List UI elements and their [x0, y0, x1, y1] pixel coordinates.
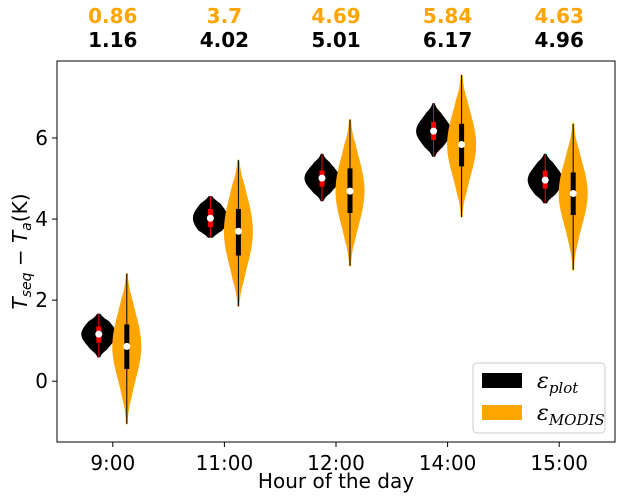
legend-label-plot: εplot [537, 369, 579, 397]
violin-median [569, 190, 577, 198]
violin-median [458, 140, 466, 148]
top-label-modis: 4.69 [311, 4, 360, 28]
violin-median [123, 342, 131, 350]
top-labels: 0.861.16 3.74.02 4.695.01 5.846.17 4.634.96 [88, 4, 584, 52]
violin-median [206, 214, 214, 222]
y-tick-label: 0 [35, 369, 48, 393]
top-label-modis: 4.63 [535, 4, 584, 28]
x-tick-label: 15:00 [530, 451, 588, 475]
y-tick-label: 6 [35, 126, 48, 150]
violin-median [95, 330, 103, 338]
y-label-sub-seq: seq [19, 272, 35, 297]
x-tick-label: 14:00 [419, 451, 477, 475]
top-label-modis: 3.7 [207, 4, 242, 28]
violin-median [234, 227, 242, 235]
y-tick-label: 4 [35, 207, 48, 231]
top-label-plot: 1.16 [88, 28, 137, 52]
x-tick-label: 9:00 [90, 451, 135, 475]
top-label-plot: 6.17 [423, 28, 472, 52]
x-tick-label: 12:00 [307, 451, 365, 475]
violin-median [346, 187, 354, 195]
legend-label-modis: εMODIS [537, 401, 605, 429]
violin-median [318, 174, 326, 182]
top-label-plot: 4.96 [535, 28, 584, 52]
violins [81, 74, 588, 425]
x-axis: 9:00 11:00 12:00 14:00 15:00 [90, 442, 588, 475]
x-tick-label: 11:00 [196, 451, 254, 475]
legend-swatch-plot [482, 373, 522, 388]
legend: εplot εMODIS [472, 362, 606, 434]
y-label-t: T [8, 296, 32, 310]
top-label-plot: 5.01 [311, 28, 360, 52]
legend-swatch-modis [482, 405, 522, 420]
violin-median [541, 176, 549, 184]
y-label-sub-a: a [19, 222, 35, 231]
top-label-modis: 0.86 [88, 4, 137, 28]
y-axis: 0 2 4 6 [35, 126, 57, 393]
y-label-minus: − T [8, 229, 32, 272]
top-label-plot: 4.02 [200, 28, 249, 52]
y-axis-label: Tseq − Ta(K) [8, 193, 35, 309]
y-label-unit: (K) [8, 193, 32, 222]
x-axis-label: Hour of the day [258, 469, 414, 493]
violin-median [430, 127, 438, 135]
top-label-modis: 5.84 [423, 4, 472, 28]
y-tick-label: 2 [35, 288, 48, 312]
